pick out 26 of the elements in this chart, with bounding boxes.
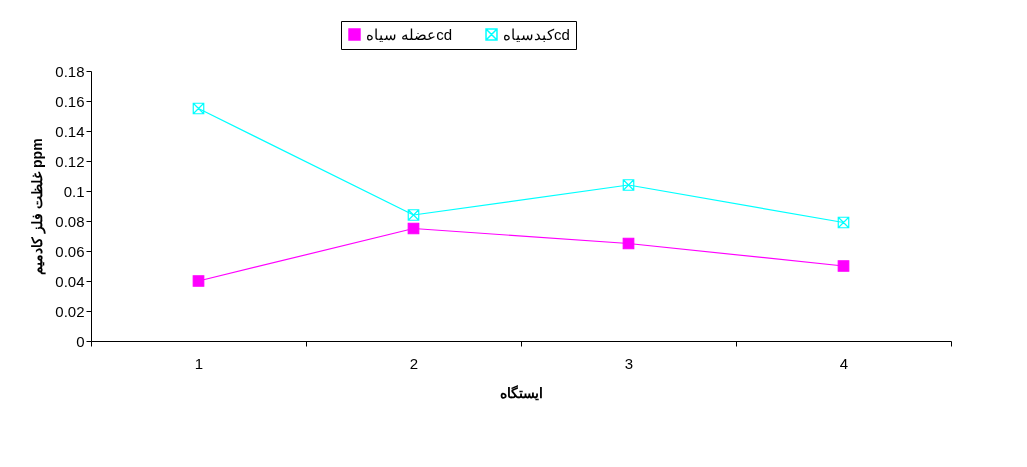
y-tick-label: 0.18 <box>55 62 85 80</box>
legend-label: عضله سیاهcd <box>366 25 453 43</box>
x-tick-label: 2 <box>409 354 419 372</box>
x-tick-label: 4 <box>839 354 849 372</box>
y-tick-label: 0.16 <box>55 92 85 110</box>
point <box>622 179 635 191</box>
y-tick-label: 0.08 <box>55 212 85 230</box>
legend-label: کبدسیاهcd <box>503 25 570 43</box>
y-tick-label: 0.06 <box>55 242 85 260</box>
x-tick-label: 3 <box>624 354 634 372</box>
point <box>407 209 420 221</box>
point <box>837 216 850 229</box>
point <box>837 260 850 272</box>
y-tick-label: 0.14 <box>55 122 85 140</box>
point <box>622 237 635 250</box>
y-axis-title: غلظت فلز کادمیم ppm <box>29 138 47 275</box>
y-tick-label: 0 <box>76 332 85 350</box>
x-axis-title: ایستگاه <box>500 384 543 401</box>
point <box>192 275 205 287</box>
point <box>192 102 205 115</box>
y-tick-label: 0.1 <box>63 182 85 200</box>
y-tick-label: 0.12 <box>55 152 85 170</box>
y-tick-label: 0.04 <box>55 272 85 290</box>
y-tick-label: 0.02 <box>55 302 85 320</box>
point <box>407 222 420 235</box>
x-tick-label: 1 <box>194 354 204 372</box>
